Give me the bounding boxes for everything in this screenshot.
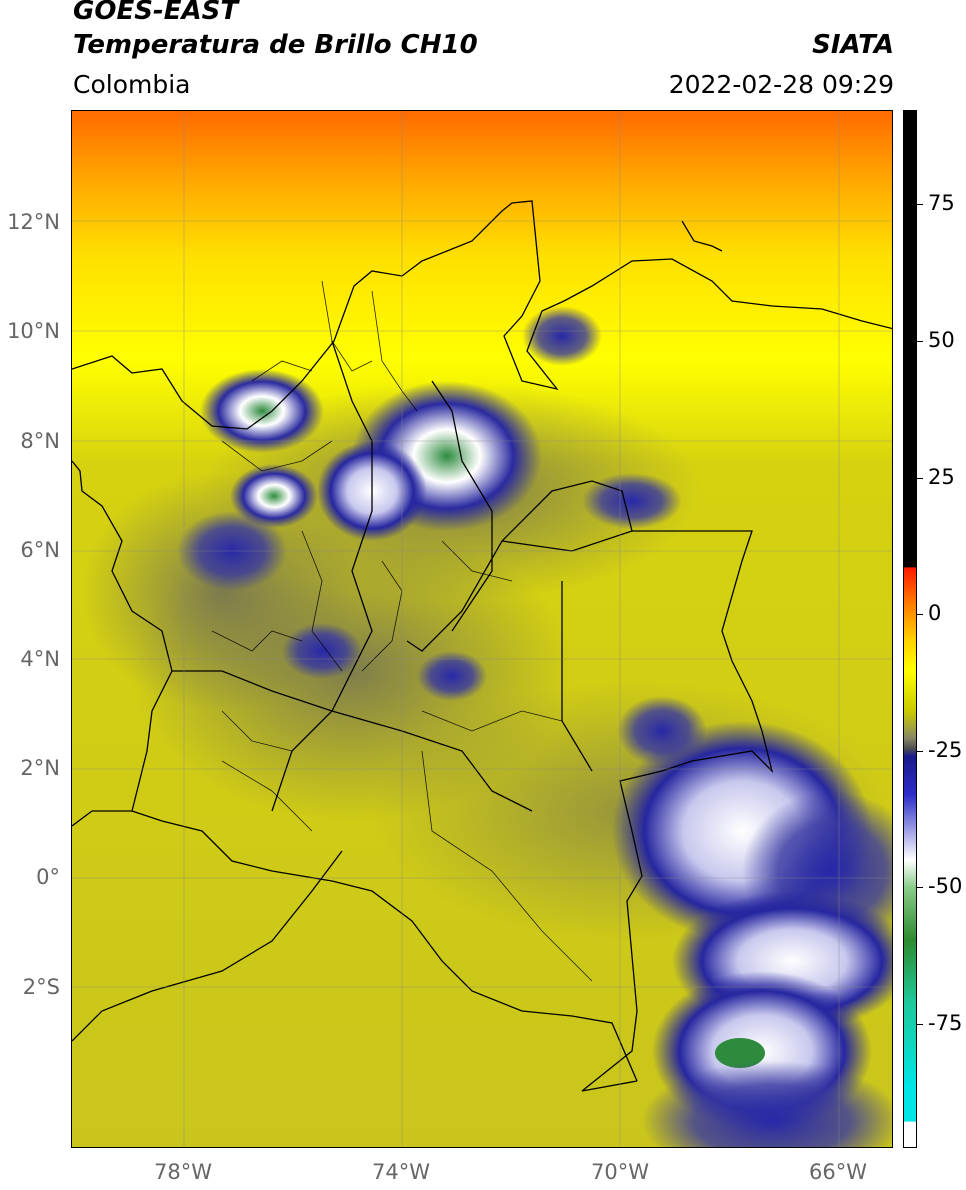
colorbar-tick [917, 614, 923, 615]
lat-label-6n: 6°N [20, 538, 60, 562]
lat-label-2s: 2°S [22, 975, 60, 999]
map-canvas [72, 111, 892, 1147]
colorbar-label-neg75: -75 [928, 1011, 963, 1035]
colorbar-label-neg50: -50 [928, 874, 963, 898]
colorbar-tick [917, 751, 923, 752]
satellite-title: GOES-EAST [73, 0, 239, 26]
lat-label-2n: 2°N [20, 756, 60, 780]
lat-label-4n: 4°N [20, 647, 60, 671]
colorbar-tick [917, 341, 923, 342]
satellite-map[interactable] [71, 110, 893, 1148]
lat-label-0: 0° [36, 865, 60, 889]
colorbar-label-neg25: -25 [928, 738, 963, 762]
lon-label-74w: 74°W [372, 1160, 430, 1184]
colorbar-tick [917, 887, 923, 888]
colorbar-tick [917, 478, 923, 479]
lat-label-8n: 8°N [20, 429, 60, 453]
temperature-colorbar [903, 110, 917, 1148]
colorbar-label-50: 50 [928, 328, 955, 352]
lat-label-12n: 12°N [7, 210, 60, 234]
lon-label-70w: 70°W [591, 1160, 649, 1184]
colorbar-label-0: 0 [928, 601, 942, 625]
lat-label-10n: 10°N [7, 319, 60, 343]
colorbar-label-25: 25 [928, 465, 955, 489]
colorbar-tick [917, 1024, 923, 1025]
lon-label-66w: 66°W [809, 1160, 867, 1184]
colorbar-tick [917, 204, 923, 205]
product-title: Temperatura de Brillo CH10 [73, 30, 478, 60]
region-label: Colombia [73, 70, 191, 99]
brand-label: SIATA [812, 30, 894, 60]
colorbar-label-75: 75 [928, 191, 955, 215]
lon-label-78w: 78°W [154, 1160, 212, 1184]
timestamp-label: 2022-02-28 09:29 [668, 70, 894, 99]
